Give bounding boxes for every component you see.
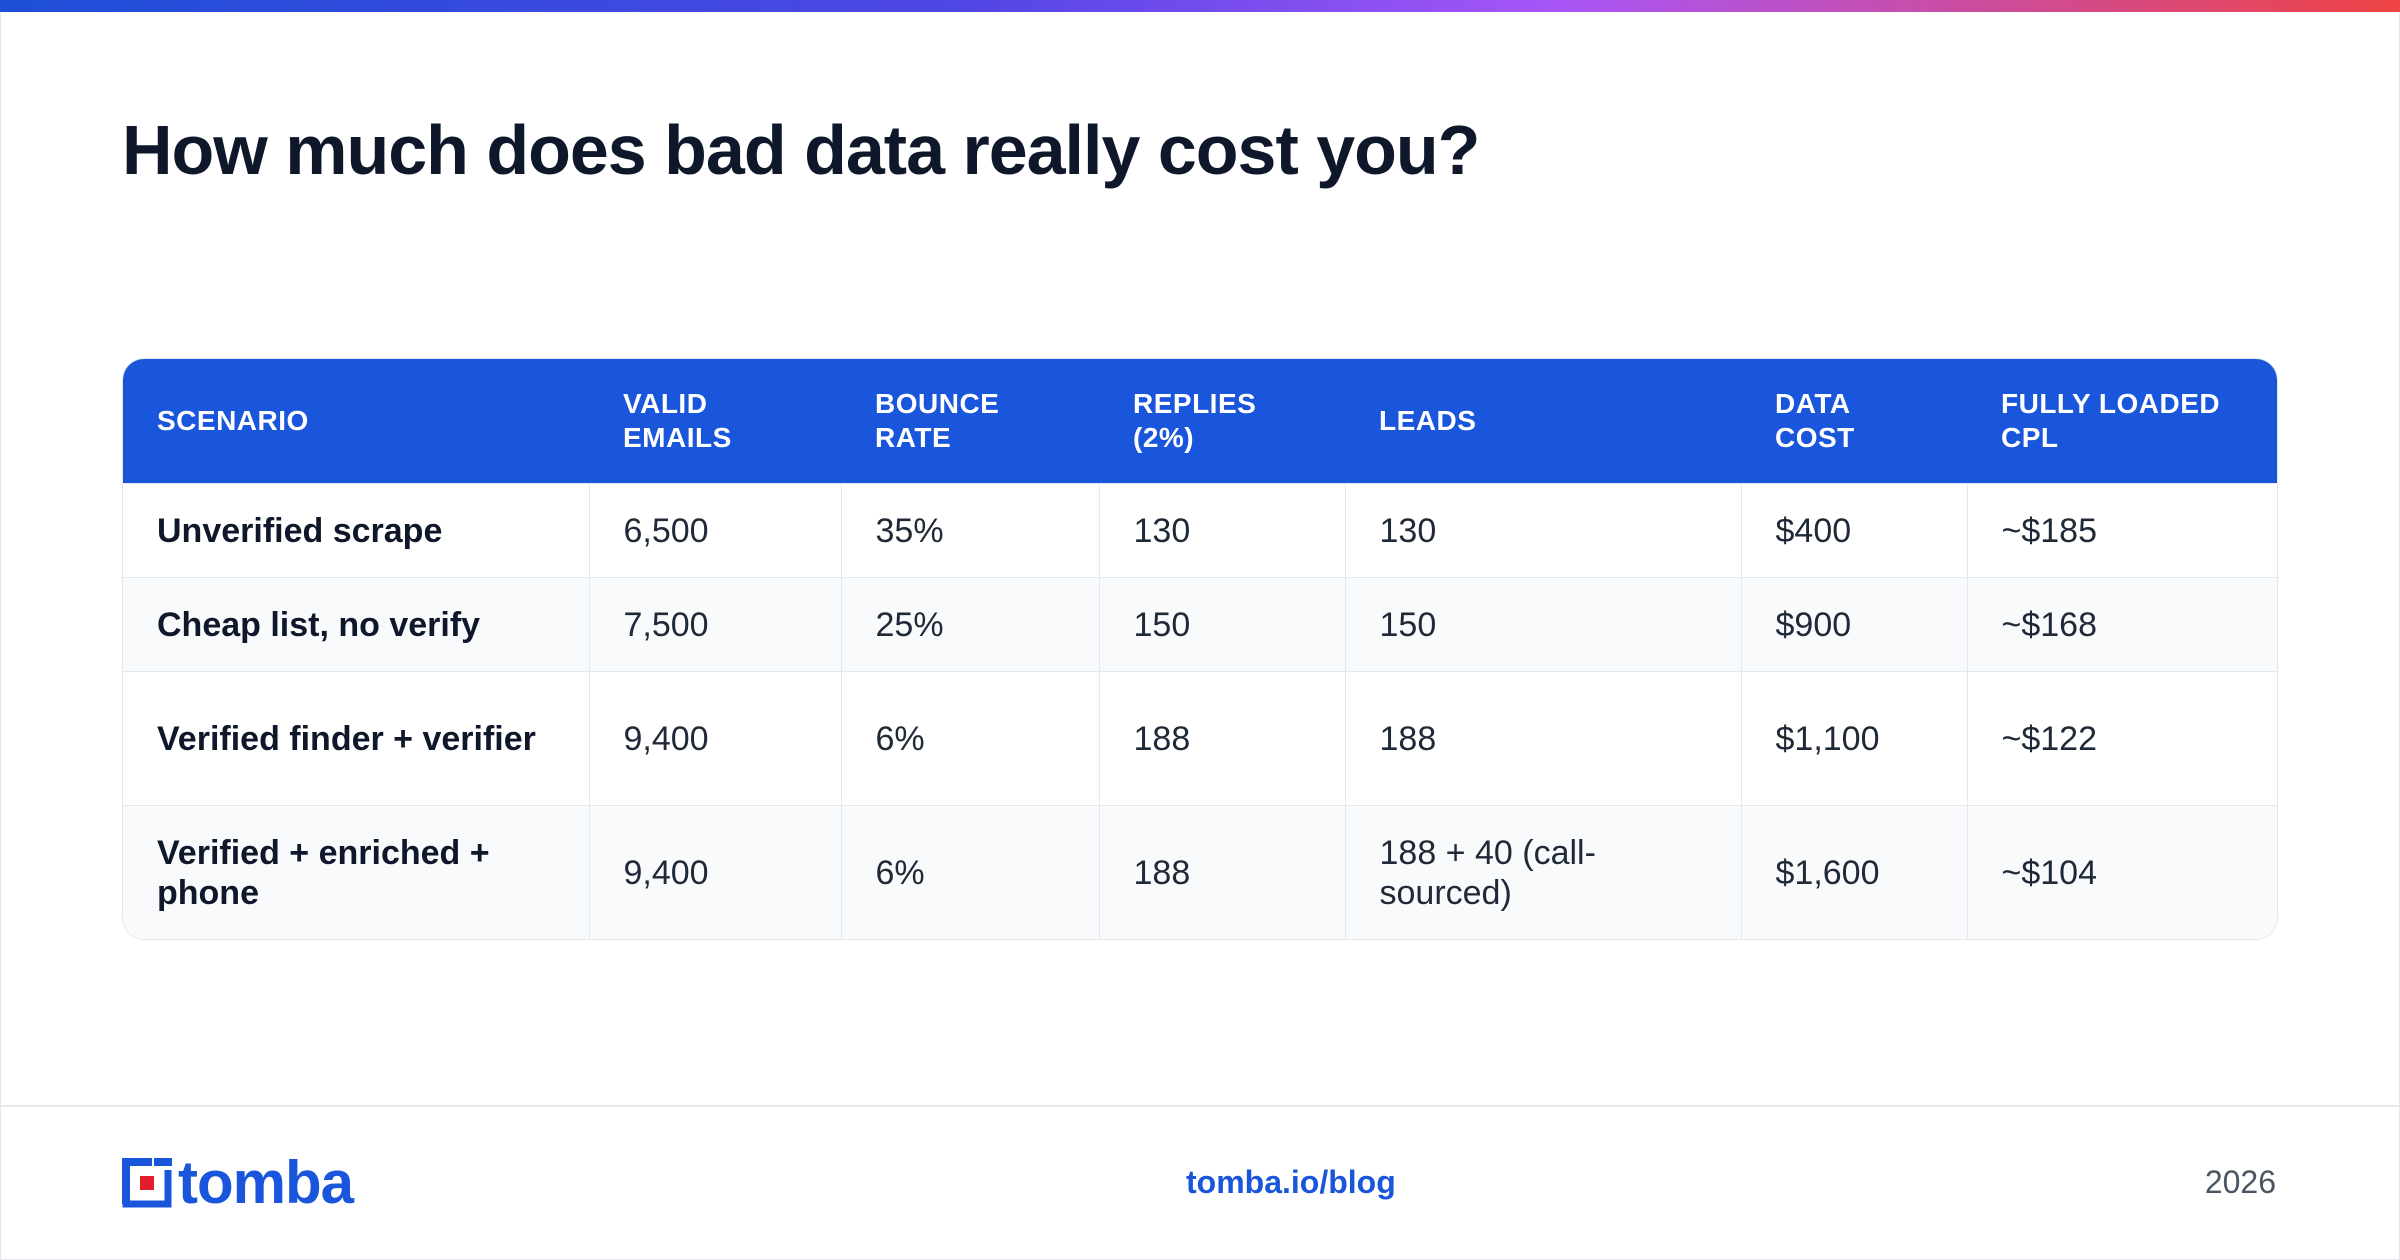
- table-row: Verified finder + verifier 9,400 6% 188 …: [123, 671, 2277, 806]
- cell-valid-emails: 9,400: [588, 671, 841, 806]
- cell-data-cost: $1,100: [1740, 671, 1967, 806]
- cell-data-cost: $1,600: [1740, 805, 1967, 939]
- cell-cpl: ~$104: [1966, 805, 2277, 939]
- cell-leads: 188: [1344, 671, 1741, 806]
- header-replies: REPLIES (2%): [1099, 359, 1345, 484]
- cell-replies: 150: [1098, 577, 1345, 672]
- cell-leads: 130: [1344, 483, 1741, 578]
- logo-wordmark: tomba: [178, 1149, 354, 1216]
- cell-replies: 130: [1098, 483, 1345, 578]
- cell-scenario: Unverified scrape: [123, 483, 589, 578]
- blog-link[interactable]: tomba.io/blog: [1186, 1164, 1396, 1200]
- header-leads: LEADS: [1345, 359, 1741, 484]
- cell-scenario: Verified finder + verifier: [123, 671, 589, 806]
- cell-valid-emails: 6,500: [588, 483, 841, 578]
- cost-comparison-table: SCENARIO VALID EMAILS BOUNCE RATE REPLIES(…: [123, 359, 2277, 939]
- table-row: Verified + enriched + phone 9,400 6% 188…: [123, 805, 2277, 939]
- header-fully-loaded-cpl: FULLY LOADED CPL: [1967, 359, 2277, 484]
- cell-replies: 188: [1098, 805, 1345, 939]
- cell-scenario: Cheap list, no verify: [123, 577, 589, 672]
- header-valid-emails: VALID EMAILS: [589, 359, 841, 484]
- tomba-logo[interactable]: tomba: [122, 1149, 354, 1216]
- year-label: 2026: [2204, 1164, 2276, 1200]
- cell-valid-emails: 7,500: [588, 577, 841, 672]
- cell-data-cost: $900: [1740, 577, 1967, 672]
- table-row: Unverified scrape 6,500 35% 130 130 $400…: [123, 483, 2277, 578]
- footer-divider: [0, 1105, 2400, 1107]
- cost-table-container: SCENARIO VALID EMAILS BOUNCE RATE REPLIES(…: [122, 358, 2278, 940]
- cell-bounce-rate: 35%: [840, 483, 1099, 578]
- cell-bounce-rate: 6%: [840, 671, 1099, 806]
- cell-cpl: ~$168: [1966, 577, 2277, 672]
- cell-cpl: ~$185: [1966, 483, 2277, 578]
- cell-bounce-rate: 6%: [840, 805, 1099, 939]
- cell-replies: 188: [1098, 671, 1345, 806]
- cell-scenario: Verified + enriched + phone: [123, 805, 589, 939]
- table-row: Cheap list, no verify 7,500 25% 150 150 …: [123, 577, 2277, 672]
- header-scenario: SCENARIO: [123, 359, 589, 484]
- tomba-logo-icon: [122, 1158, 172, 1208]
- cell-leads: 188 + 40 (call-sourced): [1344, 805, 1741, 939]
- page-title: How much does bad data really cost you?: [122, 111, 1480, 189]
- cell-cpl: ~$122: [1966, 671, 2277, 806]
- header-data-cost: DATA COST: [1741, 359, 1967, 484]
- cell-valid-emails: 9,400: [588, 805, 841, 939]
- gradient-top-bar: [0, 0, 2400, 12]
- table-header-row: SCENARIO VALID EMAILS BOUNCE RATE REPLIES(…: [123, 359, 2277, 484]
- header-bounce-rate: BOUNCE RATE: [841, 359, 1099, 484]
- cell-data-cost: $400: [1740, 483, 1967, 578]
- cell-bounce-rate: 25%: [840, 577, 1099, 672]
- cell-leads: 150: [1344, 577, 1741, 672]
